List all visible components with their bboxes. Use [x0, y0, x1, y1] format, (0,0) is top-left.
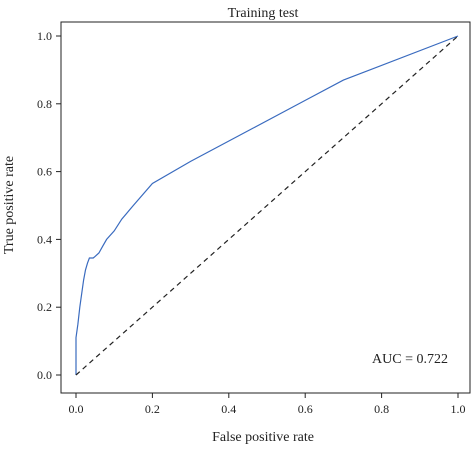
y-tick-label: 0.4	[37, 232, 52, 246]
chart-title: Training test	[228, 6, 299, 21]
auc-annotation: AUC = 0.722	[372, 352, 448, 367]
x-tick-label: 0.6	[298, 402, 313, 416]
y-tick-label: 0.6	[37, 165, 52, 179]
plot-frame	[60, 21, 471, 394]
y-tick-label: 0.8	[37, 97, 52, 111]
reference-diagonal-line	[75, 35, 459, 376]
y-tick-label: 1.0	[37, 29, 52, 43]
y-axis-label: True positive rate	[2, 156, 17, 254]
x-tick-label: 0.4	[221, 402, 236, 416]
x-tick-label: 0.0	[69, 402, 84, 416]
y-tick-label: 0.2	[37, 300, 52, 314]
y-tick-label: 0.0	[37, 368, 52, 382]
x-tick-label: 0.2	[145, 402, 160, 416]
x-tick-label: 1.0	[451, 402, 466, 416]
series-layer	[75, 35, 459, 376]
roc-curve-line	[75, 35, 459, 375]
x-tick-label: 0.8	[374, 402, 389, 416]
x-axis-label: False positive rate	[212, 430, 314, 445]
axes-layer: 0.0 0.2 0.4 0.6 0.8 1.0 0.0 0.2 0.4 0.6 0.8 1.0	[37, 21, 471, 416]
